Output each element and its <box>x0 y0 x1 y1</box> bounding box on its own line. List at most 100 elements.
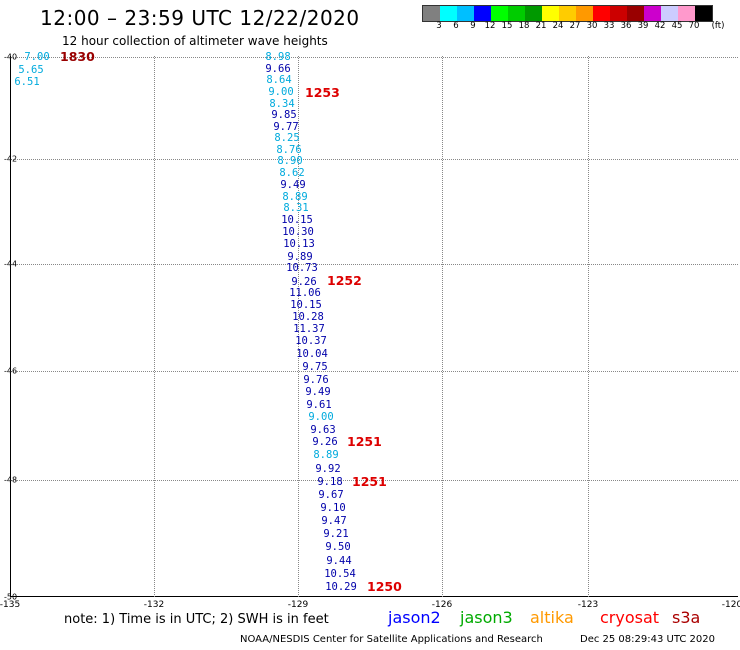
legend-swatch <box>678 6 695 21</box>
longitude-label: -126 <box>431 600 453 610</box>
legend-swatch <box>661 6 678 21</box>
wave-height-value: 9.49 <box>305 386 331 398</box>
wave-height-value: 8.62 <box>279 167 305 179</box>
longitude-label: -135 <box>0 600 21 610</box>
wave-height-value: 5.65 <box>18 64 44 76</box>
wave-height-value: 9.61 <box>306 399 332 411</box>
longitude-gridline <box>154 56 155 597</box>
legend-tick-label: 45 <box>671 21 683 31</box>
wave-height-value: 10.30 <box>282 226 314 238</box>
longitude-label: -123 <box>577 600 599 610</box>
latitude-label: -46 <box>4 366 18 376</box>
longitude-label: -129 <box>287 600 309 610</box>
latitude-label: -50 <box>4 592 18 602</box>
wave-height-value: 9.76 <box>303 374 329 386</box>
legend-tick-label: 42 <box>654 21 666 31</box>
latitude-label: -40 <box>4 52 18 62</box>
map-title: 12:00 – 23:59 UTC 12/22/2020 <box>40 6 360 30</box>
legend-unit: (ft) <box>711 21 725 31</box>
longitude-label: -120 <box>721 600 740 610</box>
wave-height-value: 8.31 <box>283 202 309 214</box>
latitude-gridline <box>10 480 738 481</box>
legend-tick-label: 39 <box>637 21 649 31</box>
wave-height-value: 10.28 <box>292 311 324 323</box>
wave-height-value: 9.26 <box>291 276 317 288</box>
wave-height-value: 10.15 <box>290 299 322 311</box>
latitude-label: -48 <box>4 475 18 485</box>
legend-swatch <box>593 6 610 21</box>
wave-height-value: 9.18 <box>317 476 343 488</box>
legend-tick-label: 12 <box>484 21 496 31</box>
wave-height-value: 9.44 <box>326 555 352 567</box>
legend-swatch <box>559 6 576 21</box>
wave-height-value: 10.73 <box>286 262 318 274</box>
wave-height-value: 9.67 <box>318 489 344 501</box>
wave-height-value: 6.51 <box>14 76 40 88</box>
legend-swatch <box>644 6 661 21</box>
wave-height-value: 9.63 <box>310 424 336 436</box>
wave-height-value: 8.76 <box>276 144 302 156</box>
legend-tick-label: 9 <box>470 21 476 31</box>
color-legend-bar <box>422 5 713 22</box>
credit-text: NOAA/NESDIS Center for Satellite Applica… <box>240 634 543 645</box>
pass-time-label: 1253 <box>305 85 340 100</box>
pass-time-label: 1252 <box>327 273 362 288</box>
legend-tick-label: 70 <box>688 21 700 31</box>
legend-swatch <box>695 6 712 21</box>
satellite-name-s3a: s3a <box>672 608 701 627</box>
pass-time-label: 1250 <box>367 579 402 594</box>
pass-time-label: 1251 <box>352 474 387 489</box>
wave-height-value: 8.25 <box>274 132 300 144</box>
legend-tick-label: 21 <box>535 21 547 31</box>
wave-height-value: 9.85 <box>271 109 297 121</box>
generated-timestamp: Dec 25 08:29:43 UTC 2020 <box>580 634 715 645</box>
wave-height-value: 9.21 <box>323 528 349 540</box>
wave-height-value: 11.37 <box>293 323 325 335</box>
legend-tick-label: 27 <box>569 21 581 31</box>
latitude-gridline <box>10 57 738 58</box>
wave-height-value: 9.10 <box>320 502 346 514</box>
latitude-gridline <box>10 371 738 372</box>
wave-height-value: 10.15 <box>281 214 313 226</box>
legend-tick-label: 33 <box>603 21 615 31</box>
wave-height-value: 9.47 <box>321 515 347 527</box>
wave-height-value: 9.00 <box>308 411 334 423</box>
legend-swatch <box>440 6 457 21</box>
wave-height-value: 8.90 <box>277 155 303 167</box>
longitude-gridline <box>588 56 589 597</box>
legend-tick-label: 30 <box>586 21 598 31</box>
map-subtitle: 12 hour collection of altimeter wave hei… <box>62 34 328 48</box>
wave-height-value: 9.66 <box>265 63 291 75</box>
map-frame <box>10 56 738 597</box>
legend-tick-label: 6 <box>453 21 459 31</box>
legend-tick-label: 24 <box>552 21 564 31</box>
wave-height-value: 9.00 <box>268 86 294 98</box>
wave-height-value: 10.54 <box>324 568 356 580</box>
latitude-gridline <box>10 264 738 265</box>
wave-height-value: 9.75 <box>302 361 328 373</box>
wave-height-value: 8.98 <box>265 51 291 63</box>
satellite-name-altika: altika <box>530 608 574 627</box>
wave-height-value: 10.37 <box>295 335 327 347</box>
legend-swatch <box>627 6 644 21</box>
wave-height-value: 11.06 <box>289 287 321 299</box>
latitude-label: -44 <box>4 259 18 269</box>
legend-swatch <box>508 6 525 21</box>
wave-height-value: 8.64 <box>266 74 292 86</box>
wave-height-value: 8.89 <box>282 191 308 203</box>
pass-time-label: 1251 <box>347 434 382 449</box>
longitude-gridline <box>298 56 299 597</box>
wave-height-value: 9.49 <box>280 179 306 191</box>
latitude-label: -42 <box>4 154 18 164</box>
legend-swatch <box>474 6 491 21</box>
wave-height-value: 9.77 <box>273 121 299 133</box>
legend-swatch <box>610 6 627 21</box>
longitude-gridline <box>442 56 443 597</box>
legend-tick-label: 15 <box>501 21 513 31</box>
legend-swatch <box>423 6 440 21</box>
latitude-gridline <box>10 159 738 160</box>
wave-height-value: 7.00 <box>24 51 50 63</box>
legend-tick-label: 36 <box>620 21 632 31</box>
satellite-name-cryosat: cryosat <box>600 608 660 627</box>
wave-height-value: 8.89 <box>313 449 339 461</box>
